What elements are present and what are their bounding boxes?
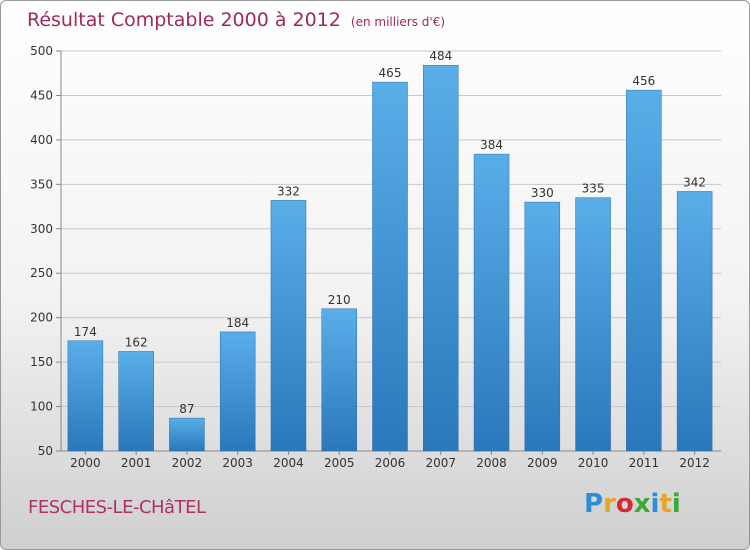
bar-2000 [67, 340, 104, 452]
logo-letter: t [659, 489, 672, 519]
data-label-2000: 174 [74, 325, 97, 339]
logo-letter: o [615, 489, 634, 519]
y-tick-label: 100 [30, 400, 53, 414]
x-tick-label-2003: 2003 [222, 456, 253, 470]
data-label-2009: 330 [531, 186, 554, 200]
y-tick-label: 50 [38, 444, 53, 458]
bar-2011 [626, 89, 662, 452]
logo-letter: r [603, 489, 616, 519]
y-tick-label: 450 [30, 88, 53, 102]
x-tick-label-2005: 2005 [324, 456, 355, 470]
x-tick-label-2008: 2008 [476, 456, 507, 470]
data-label-2011: 456 [632, 74, 655, 88]
bar-2008 [473, 153, 510, 452]
x-tick-label-2006: 2006 [375, 456, 406, 470]
data-label-2007: 484 [429, 49, 452, 63]
data-label-2008: 384 [480, 138, 503, 152]
data-label-2002: 87 [179, 402, 194, 416]
logo-letter: i [650, 489, 660, 519]
bar-2012 [676, 191, 713, 452]
data-label-2004: 332 [277, 184, 300, 198]
data-label-2005: 210 [328, 293, 351, 307]
x-tick-label-2004: 2004 [273, 456, 304, 470]
bar-2009 [524, 201, 561, 452]
bar-2001 [118, 351, 154, 452]
bar-2003 [219, 331, 256, 452]
x-tick-label-2009: 2009 [527, 456, 558, 470]
x-tick-label-2010: 2010 [578, 456, 609, 470]
data-label-2006: 465 [379, 66, 402, 80]
x-tick-label-2007: 2007 [425, 456, 456, 470]
y-tick-label: 400 [30, 133, 53, 147]
data-label-2001: 162 [125, 335, 148, 349]
y-tick-label: 150 [30, 355, 53, 369]
y-tick-label: 500 [30, 44, 53, 58]
logo-letter: x [633, 489, 651, 519]
y-tick-label: 250 [30, 266, 53, 280]
x-tick-label-2012: 2012 [679, 456, 710, 470]
logo-letter: i [671, 489, 681, 519]
x-tick-label-2002: 2002 [172, 456, 203, 470]
chart-title: Résultat Comptable 2000 à 2012 [27, 9, 341, 31]
bar-2010 [575, 197, 611, 452]
bar-2004 [270, 200, 307, 452]
chart-subtitle: (en milliers d'€) [350, 15, 446, 29]
y-tick-label: 300 [30, 222, 53, 236]
data-label-2003: 184 [226, 316, 249, 330]
x-tick-label-2001: 2001 [121, 456, 152, 470]
x-tick-label-2000: 2000 [70, 456, 101, 470]
x-tick-label-2011: 2011 [629, 456, 660, 470]
data-label-2012: 342 [683, 175, 706, 189]
bar-2002 [169, 417, 205, 452]
data-label-2010: 335 [582, 182, 605, 196]
proxiti-logo[interactable]: Proxiti [584, 489, 681, 519]
y-tick-label: 200 [30, 311, 53, 325]
bar-2007 [423, 64, 459, 452]
chart-title-block: Résultat Comptable 2000 à 2012 (en millie… [27, 9, 445, 31]
y-tick-label: 350 [30, 177, 53, 191]
bar-2006 [372, 81, 408, 452]
logo-letter: P [584, 489, 604, 519]
bar-2005 [321, 308, 357, 452]
commune-name: FESCHES-LE-CHâTEL [28, 497, 206, 518]
